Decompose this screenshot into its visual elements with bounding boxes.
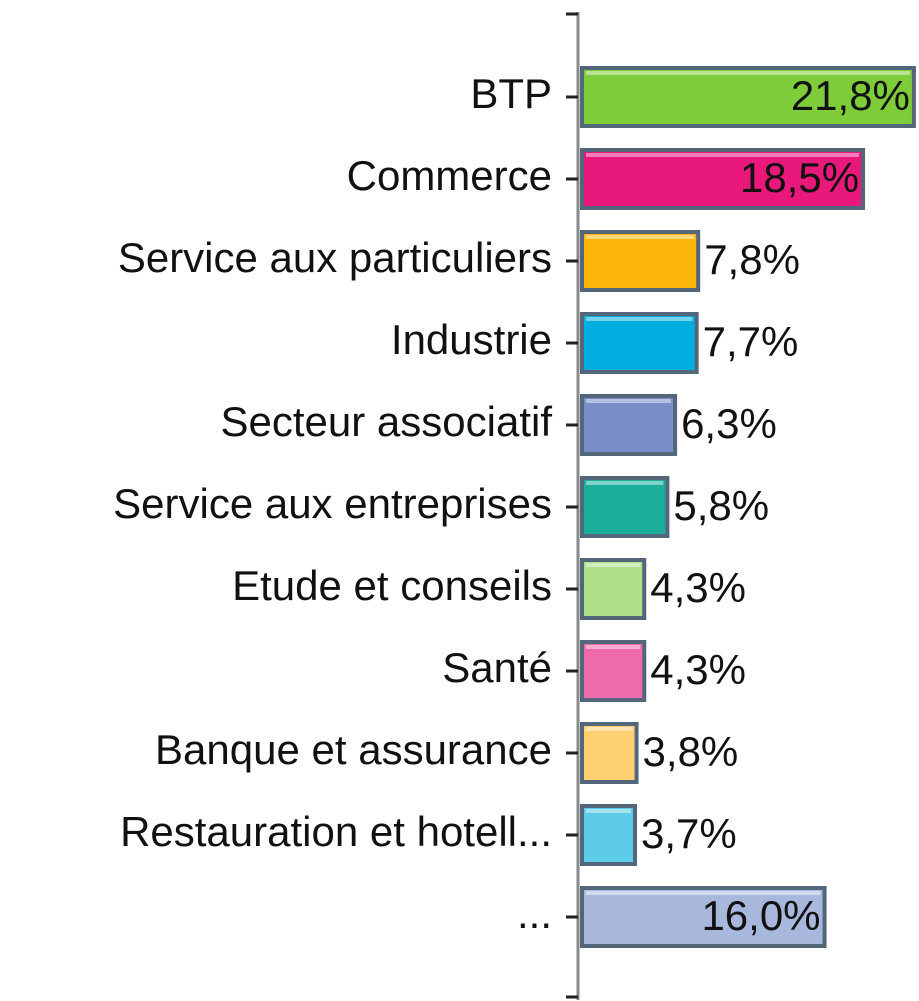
value-label: 4,3%: [650, 646, 746, 693]
bar: [580, 312, 699, 374]
value-label: 5,8%: [673, 482, 769, 529]
value-label: 7,8%: [704, 236, 800, 283]
bar: [580, 66, 916, 128]
category-label: Secteur associatif: [221, 398, 553, 445]
value-label: 7,7%: [703, 318, 799, 365]
category-label: Santé: [442, 644, 552, 691]
bar: [580, 148, 866, 210]
category-label: Service aux entreprises: [113, 480, 552, 527]
value-label: 16,0%: [701, 892, 820, 939]
bar: [580, 394, 678, 456]
category-label: BTP: [470, 70, 552, 117]
value-label: 21,8%: [791, 72, 910, 119]
bar: [580, 722, 639, 784]
bar: [580, 640, 647, 702]
category-label: Commerce: [347, 152, 552, 199]
bar: [580, 886, 827, 948]
bar: [580, 558, 647, 620]
category-label: Industrie: [391, 316, 552, 363]
category-label: Service aux particuliers: [118, 234, 552, 281]
category-label: Restauration et hotell...: [120, 808, 552, 855]
value-label: 6,3%: [681, 400, 777, 447]
value-label: 3,7%: [641, 810, 737, 857]
category-label: ...: [517, 890, 552, 937]
category-label: Banque et assurance: [155, 726, 552, 773]
value-label: 3,8%: [643, 728, 739, 775]
bar: [580, 804, 638, 866]
bar: [580, 476, 670, 538]
value-label: 18,5%: [740, 154, 859, 201]
value-label: 4,3%: [650, 564, 746, 611]
bar: [580, 230, 701, 292]
category-label: Etude et conseils: [232, 562, 552, 609]
